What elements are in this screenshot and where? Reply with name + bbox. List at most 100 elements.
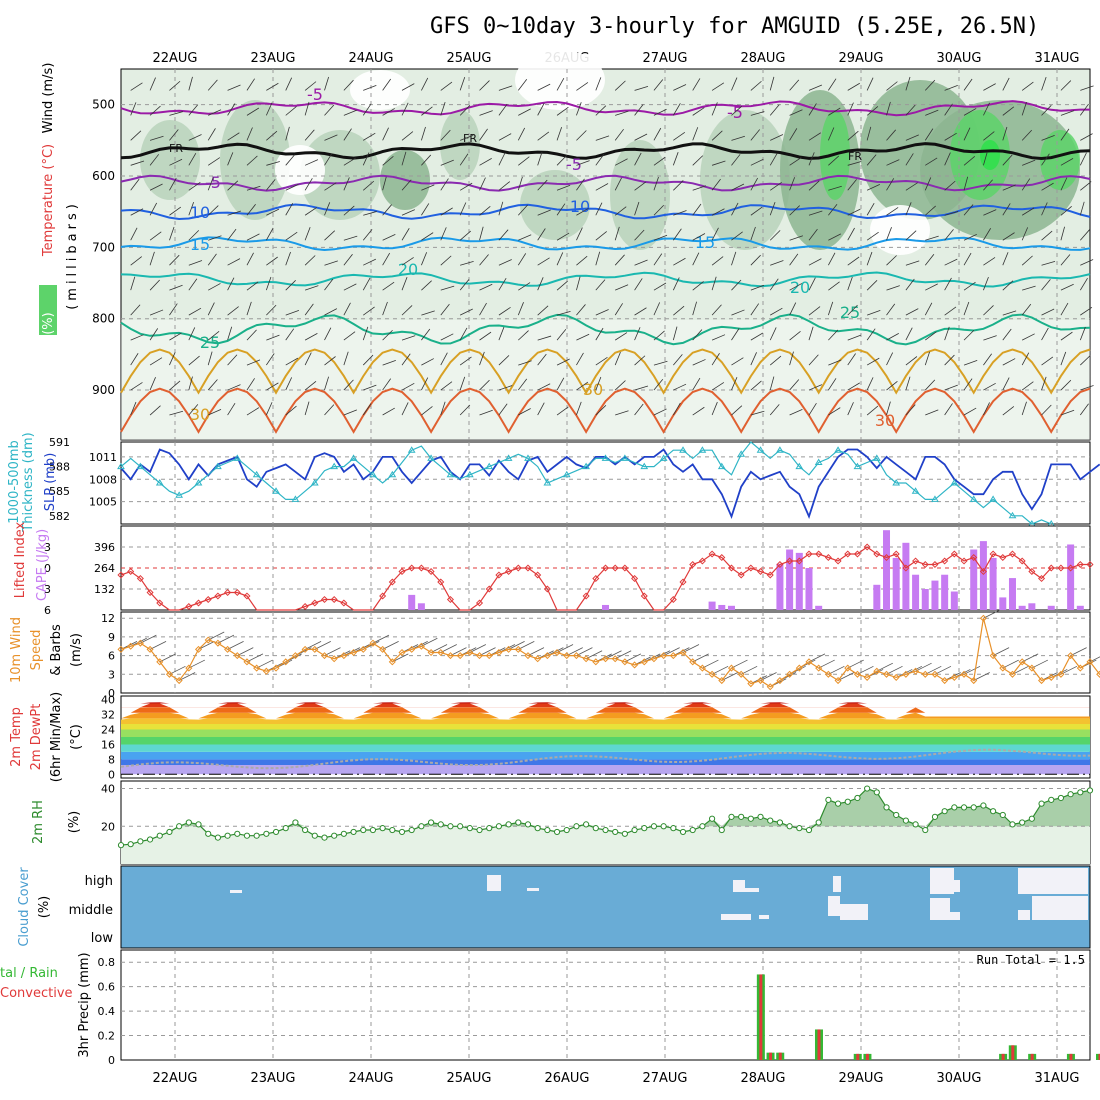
thickness-point bbox=[233, 454, 242, 461]
lifted-index-point bbox=[224, 588, 232, 597]
wind-barb bbox=[537, 209, 551, 216]
wind-barb bbox=[905, 327, 913, 341]
wind-barb bbox=[556, 184, 571, 191]
wind-barb bbox=[614, 226, 620, 241]
wind-speed-point bbox=[631, 661, 639, 669]
cape-bar bbox=[786, 549, 794, 610]
wind-barb bbox=[847, 130, 859, 141]
wind-barb bbox=[343, 331, 356, 341]
wind-barb bbox=[285, 154, 296, 166]
precip-tick: 0.4 bbox=[98, 1005, 116, 1018]
rh2m-point bbox=[1038, 800, 1045, 807]
wind-barb-10m bbox=[711, 665, 729, 675]
wind-barb bbox=[498, 201, 504, 216]
wind-barb bbox=[169, 284, 183, 291]
isotherm-label: 20 bbox=[398, 260, 418, 279]
wind-barb bbox=[246, 127, 253, 141]
rh2m-point bbox=[951, 804, 958, 811]
wind-barb bbox=[169, 206, 182, 216]
wind-barb bbox=[1079, 277, 1088, 291]
wind-barb bbox=[1060, 254, 1071, 266]
rh-shade bbox=[980, 140, 1000, 170]
lifted-index-point bbox=[127, 567, 135, 576]
wind-barb bbox=[595, 135, 610, 141]
wind-barb bbox=[731, 231, 743, 241]
wind-barb bbox=[711, 276, 717, 291]
wind-barb bbox=[266, 353, 275, 366]
wind-barb bbox=[401, 353, 411, 366]
wind-speed-point bbox=[1057, 670, 1065, 678]
wind-barb bbox=[285, 126, 290, 141]
wind-barb bbox=[925, 283, 938, 291]
wind-barb bbox=[227, 103, 236, 116]
cape-bar bbox=[1047, 605, 1055, 610]
wind-barb bbox=[130, 276, 136, 291]
thickness-point bbox=[175, 491, 184, 498]
wind-speed-point bbox=[679, 648, 687, 657]
precip-tick: 0.6 bbox=[98, 981, 116, 994]
rh2m-point bbox=[505, 821, 512, 828]
wind-barb bbox=[576, 227, 583, 241]
wind-barb bbox=[246, 204, 256, 216]
wind-barb bbox=[169, 332, 182, 341]
thickness-point bbox=[136, 462, 145, 470]
wind-barb bbox=[614, 206, 627, 216]
wind-barb-10m bbox=[692, 653, 709, 663]
wind-barb bbox=[518, 156, 530, 166]
thickness-point bbox=[194, 479, 203, 486]
wind-barb bbox=[130, 178, 140, 191]
precip-bar-convective bbox=[1030, 1053, 1034, 1060]
rh2m-point bbox=[844, 798, 851, 805]
wind-speed-point bbox=[194, 645, 203, 653]
wind-barb bbox=[576, 276, 581, 291]
wind-barb bbox=[324, 76, 330, 91]
wind-barb bbox=[130, 401, 137, 416]
cape-bar bbox=[883, 530, 891, 610]
wind-barb bbox=[983, 83, 996, 91]
wind-barb-10m bbox=[527, 647, 545, 656]
isotherm-label: -5 bbox=[205, 173, 221, 192]
lifted-index-point bbox=[233, 588, 241, 597]
slp-tick: 1011 bbox=[89, 451, 117, 464]
wind-barb-10m bbox=[886, 665, 903, 675]
wind-barb bbox=[653, 253, 663, 266]
date-label-bottom: 26AUG bbox=[544, 1071, 589, 1086]
wind-barb bbox=[963, 127, 971, 141]
wind-speed-point bbox=[805, 658, 813, 666]
precip-panel bbox=[120, 949, 1091, 1061]
wind-barb bbox=[750, 226, 756, 241]
wind-speed-point bbox=[514, 645, 522, 653]
wind-barb bbox=[401, 131, 414, 141]
wind-barb bbox=[479, 110, 493, 116]
wind-barb-10m bbox=[585, 650, 603, 660]
cape-bar bbox=[921, 589, 929, 610]
wind-barb bbox=[207, 331, 220, 341]
cloud-cell bbox=[527, 888, 539, 891]
thickness-point bbox=[485, 462, 494, 470]
lifted-index-point bbox=[495, 571, 503, 579]
thickness-point bbox=[756, 446, 765, 453]
wind-barb bbox=[382, 407, 395, 416]
wind-barb bbox=[847, 82, 860, 91]
wind-barb bbox=[363, 384, 377, 391]
wind-speed-point bbox=[369, 639, 377, 647]
wind-speed-point bbox=[320, 652, 329, 660]
wind-speed-point bbox=[689, 658, 697, 666]
thickness-point bbox=[911, 487, 920, 494]
wind-barb-10m bbox=[934, 665, 952, 675]
wind-barb bbox=[789, 205, 800, 216]
lifted-index-point bbox=[873, 550, 881, 558]
wind-speed-point bbox=[873, 667, 881, 675]
temp-band bbox=[121, 702, 1090, 704]
cape-bar bbox=[892, 557, 900, 610]
lifted-index-point bbox=[921, 560, 929, 569]
wind-barb bbox=[246, 185, 261, 191]
isotherm-label: 30 bbox=[875, 411, 895, 430]
wind-barb bbox=[672, 277, 680, 291]
wind-speed-point bbox=[640, 658, 648, 666]
wind-speed-point bbox=[388, 658, 396, 666]
rh2m-point bbox=[1019, 819, 1026, 826]
cape-bar bbox=[1018, 605, 1026, 610]
wind-barb bbox=[828, 233, 842, 241]
